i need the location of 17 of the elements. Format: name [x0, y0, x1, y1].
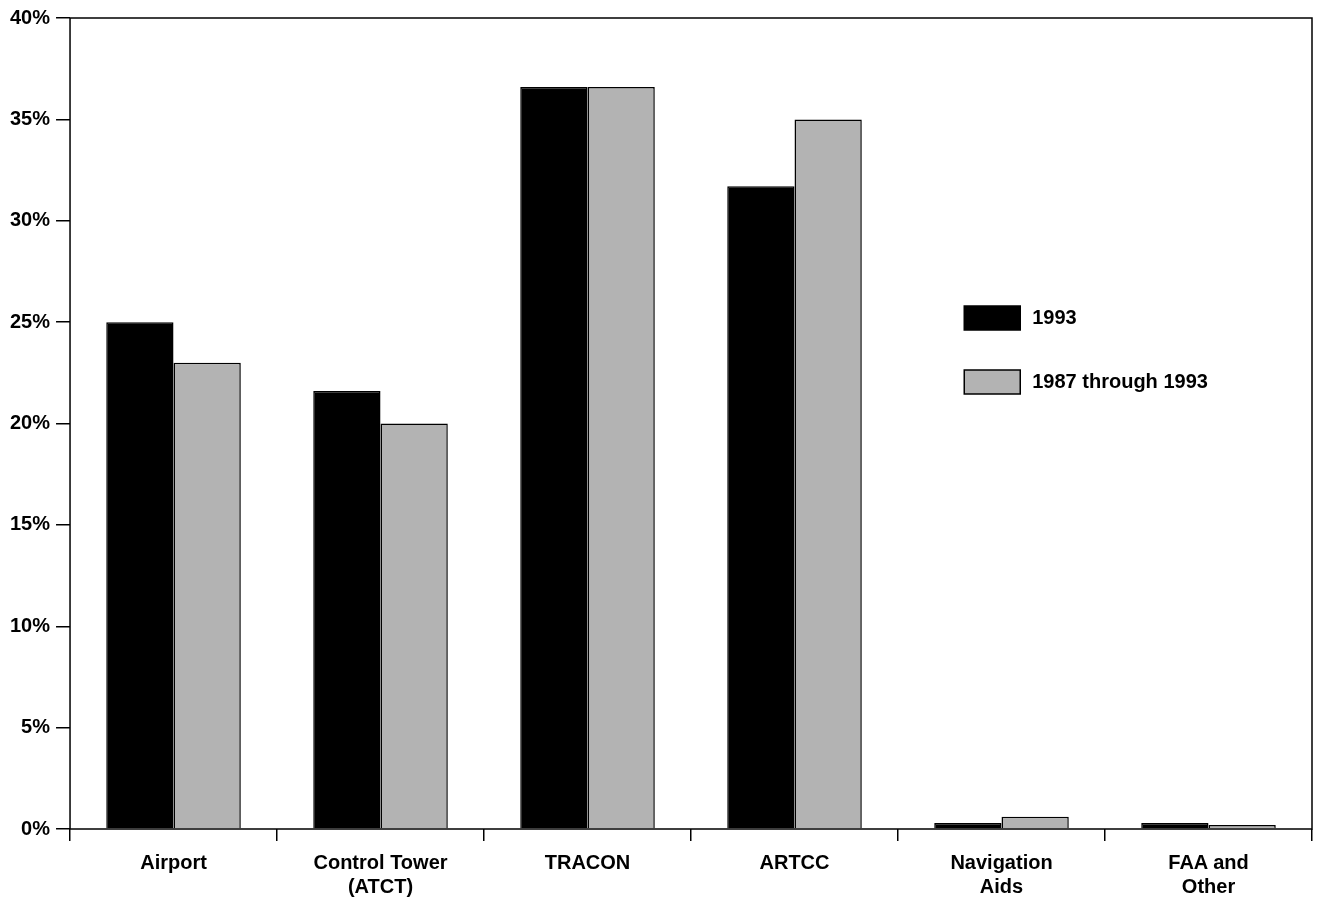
y-tick-label: 0%: [21, 816, 51, 839]
y-tick-label: 25%: [10, 309, 51, 332]
y-tick-label: 20%: [10, 411, 51, 434]
x-tick-label: Airport: [140, 850, 208, 873]
x-tick-label: FAA and Other: [1168, 850, 1249, 897]
x-tick-label: Control Tower (ATCT): [313, 850, 448, 897]
y-tick-label: 15%: [10, 512, 51, 535]
x-tick-label: ARTCC: [759, 850, 830, 873]
x-tick-label: TRACON: [544, 850, 631, 873]
y-tick-label: 30%: [10, 208, 51, 231]
x-tick-label: Navigation Aids: [950, 850, 1053, 897]
legend-label: 1993: [1032, 305, 1077, 328]
y-tick-label: 40%: [10, 5, 51, 28]
y-tick-label: 35%: [10, 106, 51, 129]
y-tick-label: 5%: [21, 715, 51, 738]
legend-label: 1987 through 1993: [1032, 369, 1208, 392]
y-tick-label: 10%: [10, 613, 51, 636]
